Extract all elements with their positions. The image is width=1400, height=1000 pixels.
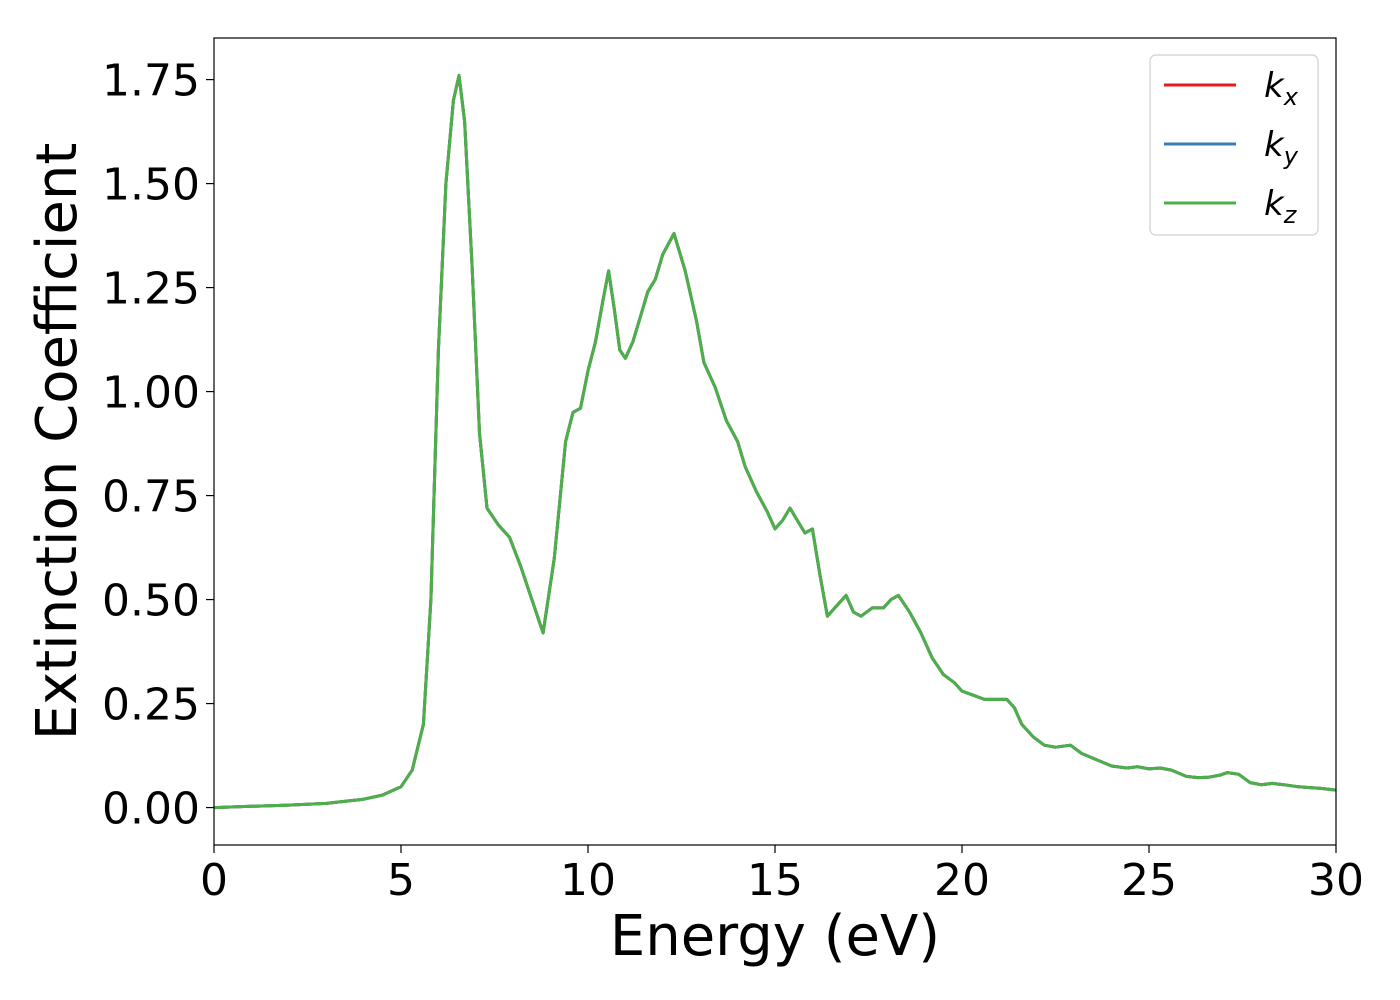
- y-tick-label: 0.50: [102, 576, 200, 627]
- x-tick-label: 15: [747, 855, 803, 906]
- x-tick-label: 25: [1121, 855, 1177, 906]
- y-tick-label: 0.00: [102, 784, 200, 835]
- y-tick-label: 1.50: [102, 160, 200, 211]
- x-tick-label: 20: [934, 855, 990, 906]
- y-tick-label: 0.75: [102, 472, 200, 523]
- y-tick-label: 1.00: [102, 368, 200, 419]
- plot-lines: [213, 73, 1337, 810]
- legend-label: kx: [1264, 66, 1299, 111]
- x-tick-label: 10: [560, 855, 616, 906]
- legend-label-subscript: y: [1283, 142, 1299, 170]
- legend-label: kz: [1264, 184, 1298, 229]
- legend-label-subscript: z: [1283, 201, 1298, 229]
- y-tick-label: 0.25: [102, 680, 200, 731]
- legend-label-name: k: [1264, 125, 1285, 165]
- legend-label-subscript: x: [1283, 83, 1299, 111]
- x-tick-label: 5: [387, 855, 415, 906]
- y-axis-title: Extinction Coefficient: [25, 143, 90, 741]
- x-axis-title: Energy (eV): [610, 904, 940, 969]
- y-tick-label: 1.75: [102, 56, 200, 107]
- legend-label-name: k: [1264, 184, 1285, 224]
- x-tick-label: 30: [1308, 855, 1364, 906]
- legend-label-name: k: [1264, 66, 1285, 106]
- y-tick-label: 1.25: [102, 264, 200, 315]
- y-axis: 0.00 0.25 0.50 0.75 1.00 1.25 1.50 1.75: [102, 56, 214, 835]
- x-axis: 0 5 10 15 20 25 30: [200, 845, 1364, 906]
- series-line-kz: [213, 73, 1337, 810]
- x-tick-label: 0: [200, 855, 228, 906]
- legend-label: ky: [1264, 125, 1299, 170]
